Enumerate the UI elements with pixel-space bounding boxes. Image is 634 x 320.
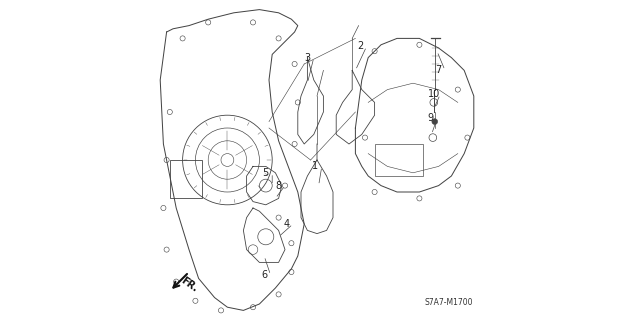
Circle shape [432,119,437,124]
Text: 9: 9 [427,113,434,124]
Text: 1: 1 [313,161,318,172]
Text: 2: 2 [357,41,363,52]
Text: 10: 10 [428,89,440,100]
Text: 8: 8 [276,180,281,191]
Text: 5: 5 [262,168,269,178]
Text: 6: 6 [261,270,268,280]
Text: FR.: FR. [179,276,200,294]
Text: 4: 4 [283,219,290,229]
Text: 7: 7 [436,65,442,76]
Text: 3: 3 [304,52,311,63]
Text: S7A7-M1700: S7A7-M1700 [424,298,473,307]
